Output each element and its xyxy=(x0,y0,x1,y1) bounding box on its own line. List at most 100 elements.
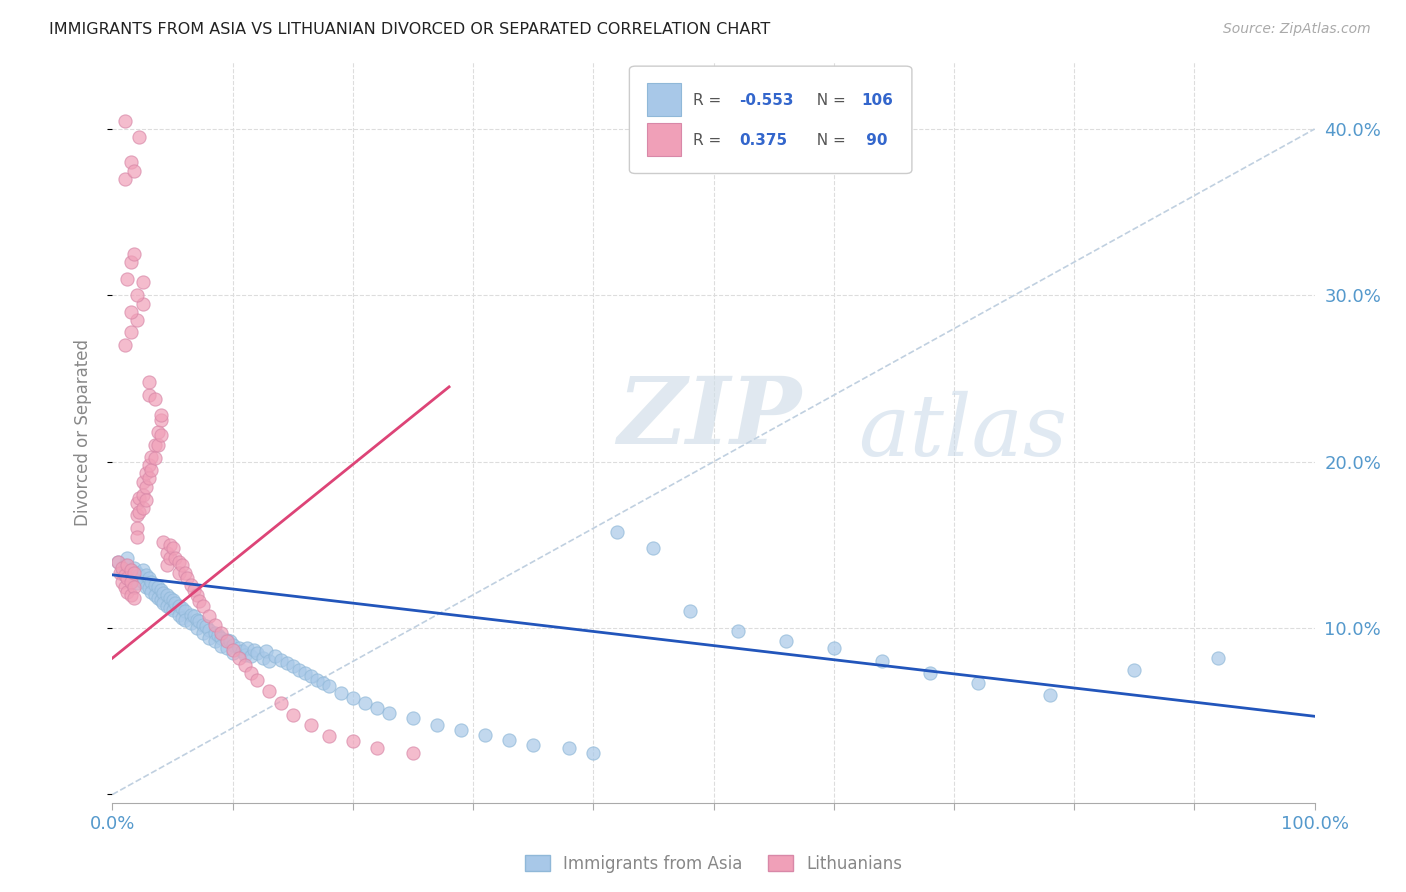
Point xyxy=(163,596,186,610)
Point xyxy=(354,696,377,710)
Point xyxy=(120,574,142,589)
Point xyxy=(450,723,472,737)
Point xyxy=(138,458,160,472)
Point xyxy=(180,616,202,631)
Point xyxy=(188,594,211,608)
Text: N =: N = xyxy=(807,93,851,108)
Point xyxy=(139,574,162,589)
Point xyxy=(114,338,136,352)
Point xyxy=(402,711,425,725)
Point xyxy=(870,654,893,668)
Point xyxy=(120,155,142,169)
Point xyxy=(155,558,177,572)
Point xyxy=(172,558,194,572)
Point xyxy=(231,644,253,658)
Point xyxy=(115,558,138,572)
Point xyxy=(122,246,145,260)
Point xyxy=(197,609,219,624)
Point xyxy=(239,666,262,681)
Legend: Immigrants from Asia, Lithuanians: Immigrants from Asia, Lithuanians xyxy=(519,848,908,880)
Point xyxy=(149,592,172,607)
Point xyxy=(498,732,520,747)
Point xyxy=(209,640,232,654)
Point xyxy=(107,555,129,569)
Point xyxy=(305,673,328,687)
Text: 0.375: 0.375 xyxy=(738,133,787,148)
Point xyxy=(138,581,160,595)
Point xyxy=(138,471,160,485)
Point xyxy=(176,571,198,585)
Point xyxy=(139,450,162,464)
Point xyxy=(155,588,177,602)
Point xyxy=(114,558,136,572)
Point xyxy=(236,641,259,656)
Point xyxy=(172,601,194,615)
Point xyxy=(122,163,145,178)
Point xyxy=(115,271,138,285)
Point xyxy=(143,392,166,406)
Point xyxy=(233,648,256,662)
FancyBboxPatch shape xyxy=(630,66,912,174)
Point xyxy=(120,574,142,589)
Point xyxy=(146,438,169,452)
Point xyxy=(204,634,226,648)
Point xyxy=(188,615,211,629)
Point xyxy=(967,676,990,690)
Point xyxy=(120,563,142,577)
Point xyxy=(155,546,177,560)
Text: ZIP: ZIP xyxy=(617,373,801,463)
Point xyxy=(191,626,214,640)
Point xyxy=(197,623,219,637)
Point xyxy=(288,663,311,677)
Point xyxy=(222,638,245,652)
Point xyxy=(366,701,388,715)
Point xyxy=(342,734,364,748)
Point xyxy=(143,451,166,466)
Point xyxy=(125,313,148,327)
Point xyxy=(159,551,181,566)
Point xyxy=(138,571,160,585)
Point xyxy=(243,642,266,657)
Point xyxy=(228,651,250,665)
Point xyxy=(180,578,202,592)
Point xyxy=(209,626,232,640)
Point xyxy=(474,728,496,742)
Text: 90: 90 xyxy=(862,133,889,148)
Y-axis label: Divorced or Separated: Divorced or Separated xyxy=(73,339,91,526)
Point xyxy=(146,580,169,594)
Text: N =: N = xyxy=(807,133,851,148)
Point xyxy=(159,601,181,615)
Point xyxy=(107,555,129,569)
Point xyxy=(114,580,136,594)
Point xyxy=(606,524,628,539)
Point xyxy=(299,669,322,683)
Point xyxy=(146,591,169,606)
Point xyxy=(122,566,145,581)
Point xyxy=(122,580,145,594)
Point xyxy=(558,740,581,755)
Point xyxy=(125,521,148,535)
Point xyxy=(582,746,605,760)
Point xyxy=(111,566,134,581)
Point xyxy=(1039,688,1062,702)
Point xyxy=(120,563,142,577)
Point xyxy=(167,607,190,622)
Point xyxy=(209,631,232,645)
Point xyxy=(162,592,184,607)
Point xyxy=(252,651,274,665)
Point xyxy=(135,580,157,594)
Point xyxy=(207,628,229,642)
Point xyxy=(114,172,136,186)
Point xyxy=(239,649,262,664)
Point xyxy=(281,707,304,722)
Point xyxy=(125,576,148,591)
Point xyxy=(120,588,142,602)
Point xyxy=(131,574,153,589)
Point xyxy=(246,646,269,660)
Point xyxy=(128,567,150,582)
Point xyxy=(173,566,195,581)
Point xyxy=(378,706,401,720)
Point xyxy=(643,541,665,556)
Point xyxy=(125,508,148,522)
Point xyxy=(135,493,157,508)
